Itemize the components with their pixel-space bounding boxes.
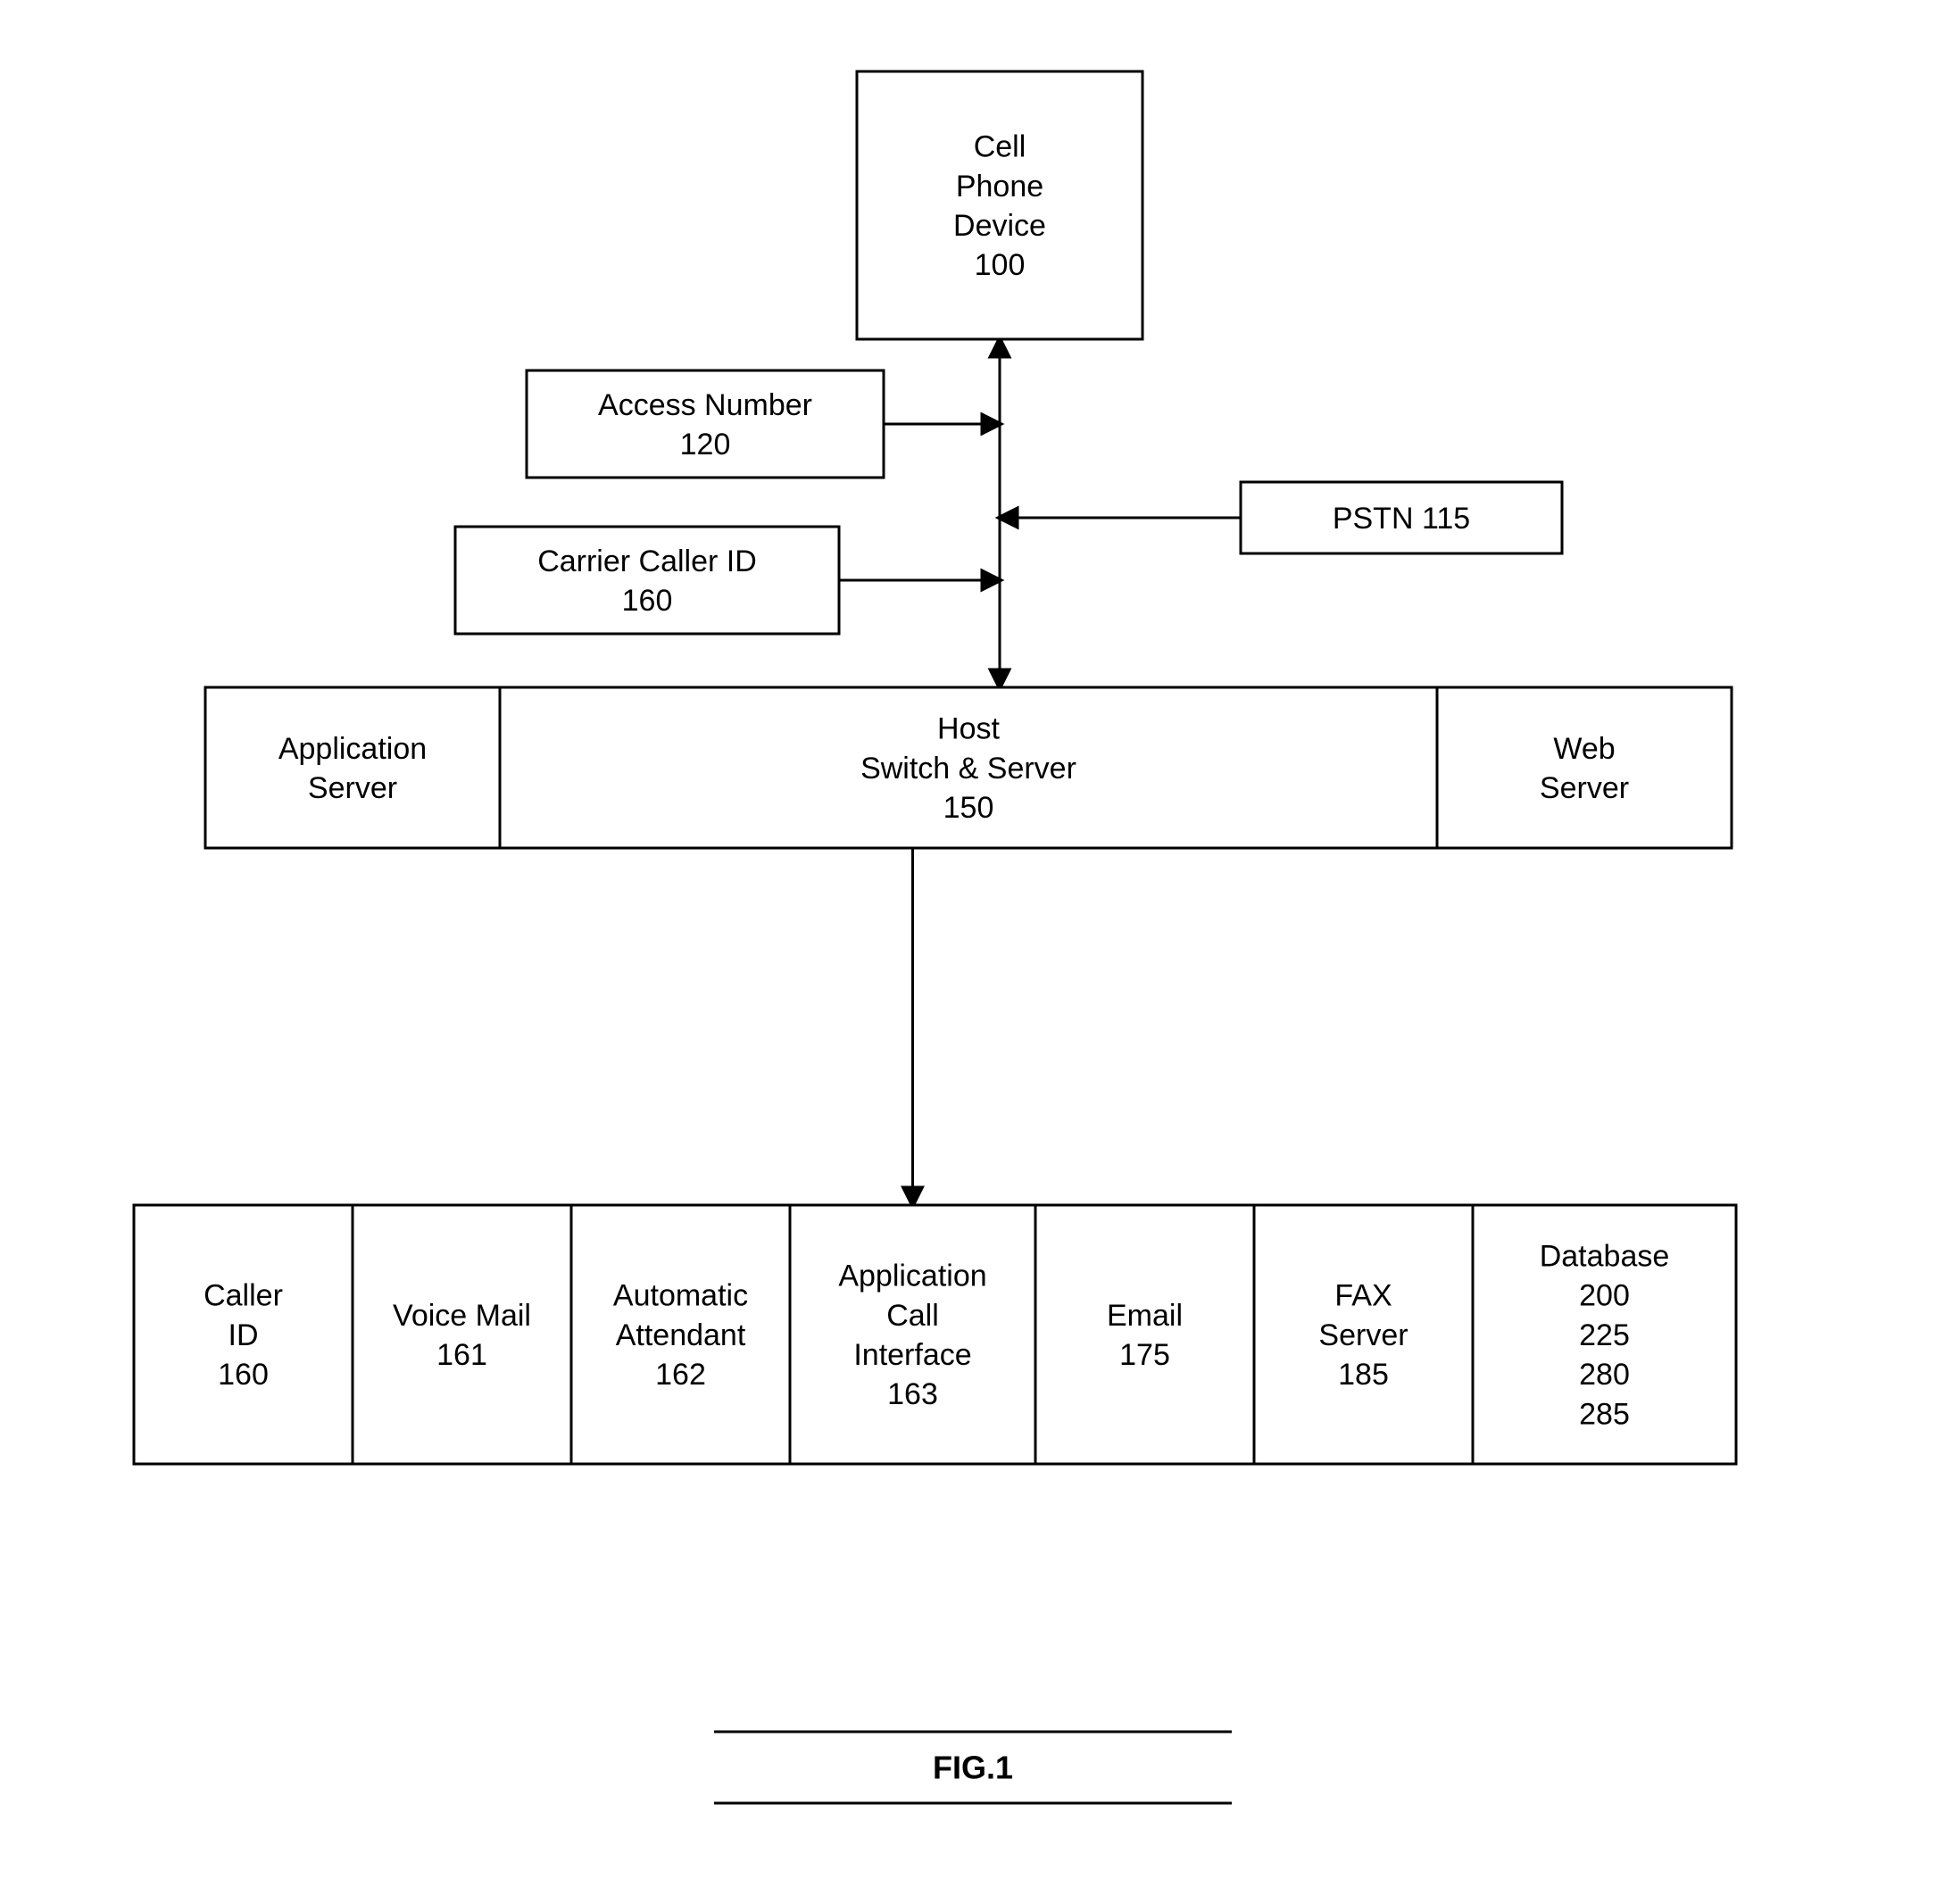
node-label: Access Number: [598, 388, 812, 422]
system-diagram: Cell Phone Device 100 Access Number 120 Carrie…: [0, 0, 1936, 1900]
node-label: Voice Mail: [393, 1299, 531, 1333]
node-label: Cell: [974, 130, 1026, 164]
node-label: Host: [937, 712, 1000, 746]
node-label: Phone: [956, 170, 1043, 204]
node-label: Web: [1553, 732, 1615, 766]
node-label: 175: [1119, 1338, 1170, 1372]
node-label: PSTN 115: [1333, 502, 1470, 536]
node-label: Database: [1540, 1240, 1670, 1274]
node-label: Call: [886, 1299, 939, 1333]
node-label: 185: [1338, 1358, 1389, 1392]
node-label: FAX: [1334, 1279, 1392, 1313]
node-appServer: Application Server: [205, 687, 500, 848]
node-callerId: Caller ID 160: [134, 1205, 353, 1464]
node-label: 163: [887, 1377, 938, 1411]
node-label: 160: [622, 584, 673, 618]
node-label: Device: [953, 209, 1046, 243]
node-webServer: Web Server: [1437, 687, 1732, 848]
node-label: 285: [1579, 1397, 1630, 1431]
node-database: Database 200 225 280 285: [1473, 1205, 1736, 1464]
node-label: 120: [680, 428, 731, 461]
figure-caption: FIG.1: [933, 1750, 1013, 1786]
node-label: 150: [943, 791, 994, 825]
node-label: Server: [1540, 771, 1629, 805]
node-cellPhone: Cell Phone Device 100: [857, 71, 1142, 339]
node-label: Caller: [204, 1279, 283, 1313]
node-label: Attendant: [616, 1318, 746, 1352]
node-label: 200: [1579, 1279, 1630, 1313]
node-label: 280: [1579, 1358, 1630, 1392]
node-label: Application: [838, 1260, 986, 1293]
node-label: Carrier Caller ID: [537, 545, 757, 578]
node-label: Application: [278, 732, 427, 766]
node-autoAttendant: Automatic Attendant 162: [571, 1205, 790, 1464]
node-email: Email 175: [1035, 1205, 1254, 1464]
node-label: Server: [1318, 1318, 1408, 1352]
node-label: Switch & Server: [860, 752, 1076, 786]
node-voiceMail: Voice Mail 161: [353, 1205, 571, 1464]
node-appCallIf: Application Call Interface 163: [790, 1205, 1035, 1464]
node-label: Interface: [853, 1338, 971, 1372]
node-label: 225: [1579, 1318, 1630, 1352]
node-accessNumber: Access Number 120: [527, 370, 884, 478]
node-label: Automatic: [613, 1279, 748, 1313]
node-carrierCallerId: Carrier Caller ID 160: [455, 527, 839, 634]
node-label: 160: [218, 1358, 269, 1392]
node-label: 162: [655, 1358, 706, 1392]
node-label: Server: [308, 771, 397, 805]
node-label: 161: [436, 1338, 487, 1372]
node-label: ID: [228, 1318, 259, 1352]
node-label: Email: [1107, 1299, 1183, 1333]
node-pstn: PSTN 115: [1241, 482, 1562, 553]
node-label: 100: [975, 248, 1026, 282]
node-faxServer: FAX Server 185: [1254, 1205, 1473, 1464]
node-hostSwitch: Host Switch & Server 150: [500, 687, 1437, 848]
